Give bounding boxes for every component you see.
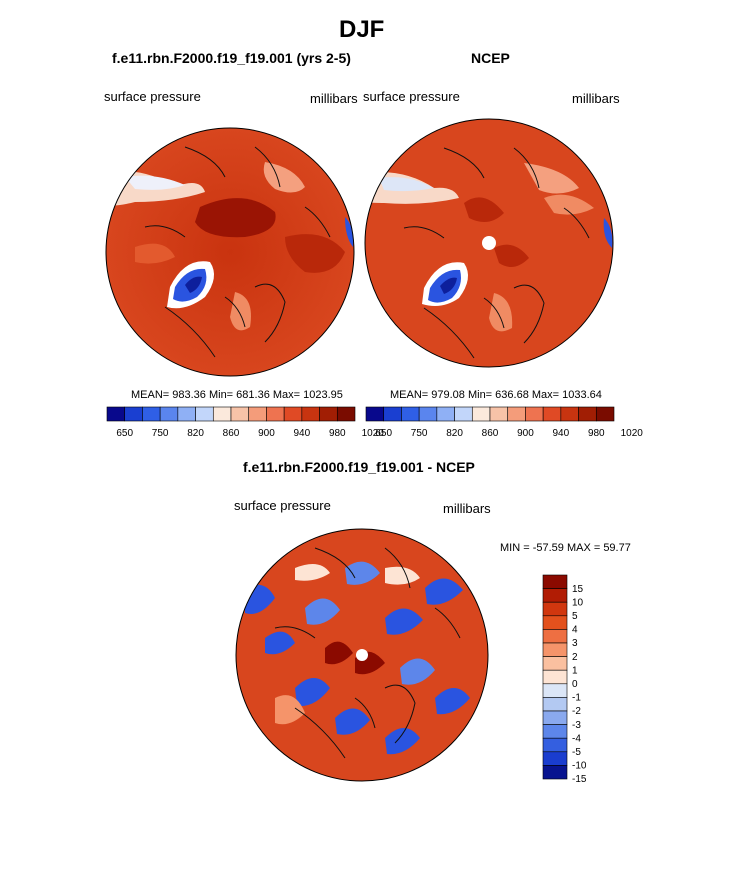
panel-2-colorbar: 650 750 820 860 900 940 980 1020 <box>365 406 643 442</box>
colorbar-swatch <box>177 406 196 422</box>
colorbar-tick-label: -2 <box>572 706 581 717</box>
colorbar-swatch <box>365 406 385 422</box>
colorbar-swatch <box>542 765 568 780</box>
colorbar-swatch <box>542 588 568 603</box>
colorbar-swatch <box>542 737 568 753</box>
colorbar-tick-label: 650 <box>375 428 392 439</box>
panel-1-polar-map <box>105 127 355 377</box>
colorbar-tick-label: 10 <box>572 597 584 608</box>
colorbar-swatch <box>542 724 568 739</box>
colorbar-swatch <box>159 406 179 422</box>
colorbar-tick-label: 900 <box>517 428 534 439</box>
colorbar-swatch <box>542 751 568 766</box>
colorbar-swatch <box>195 406 214 422</box>
colorbar-tick-label: 940 <box>294 428 311 439</box>
colorbar-swatch <box>507 406 526 422</box>
panel-1-stats: MEAN= 983.36 Min= 681.36 Max= 1023.95 <box>131 389 343 401</box>
colorbar-swatch <box>542 669 568 685</box>
colorbar-swatch <box>542 629 568 644</box>
colorbar-tick-label: 1020 <box>362 428 385 439</box>
colorbar-tick-label: 3 <box>572 638 578 649</box>
colorbar-swatch <box>454 406 473 422</box>
colorbar-tick-label: 15 <box>572 584 584 595</box>
panel-2-polar-map <box>364 118 614 368</box>
colorbar-swatch <box>542 642 568 657</box>
colorbar-swatch <box>542 601 568 617</box>
panel-1-colorbar: 650 750 820 860 900 940 980 1020 <box>106 406 384 442</box>
colorbar-swatch <box>401 406 420 422</box>
colorbar-swatch <box>595 406 615 422</box>
colorbar-tick-label: 980 <box>329 428 346 439</box>
colorbar-tick-label: 4 <box>572 625 578 636</box>
panel-2-variable-label: surface pressure <box>363 89 460 104</box>
colorbar-swatch <box>418 406 438 422</box>
colorbar-tick-label: 980 <box>588 428 605 439</box>
panel-3-title: f.e11.rbn.F2000.f19_f19.001 - NCEP <box>243 459 475 475</box>
panel-3-units-label: millibars <box>443 501 491 516</box>
colorbar-tick-label: -4 <box>572 733 581 744</box>
colorbar-tick-label: 820 <box>446 428 463 439</box>
colorbar-tick-label: -1 <box>572 693 581 704</box>
colorbar-swatch <box>124 406 143 422</box>
colorbar-tick-label: 860 <box>223 428 240 439</box>
page-title: DJF <box>339 16 385 43</box>
colorbar-tick-label: 900 <box>258 428 275 439</box>
colorbar-tick-label: -5 <box>572 747 581 758</box>
colorbar-tick-label: 940 <box>553 428 570 439</box>
colorbar-tick-label: 1020 <box>621 428 644 439</box>
colorbar-swatch <box>212 406 232 422</box>
colorbar-swatch <box>542 656 568 671</box>
colorbar-swatch <box>542 615 568 630</box>
colorbar-tick-label: 2 <box>572 652 578 663</box>
panel-3-colorbar: 15 10 5 4 3 2 1 0 -1 -2 -3 -4 -5 -10 -15 <box>542 574 602 785</box>
colorbar-swatch <box>542 683 568 698</box>
colorbar-swatch <box>336 406 356 422</box>
colorbar-swatch <box>542 697 568 712</box>
colorbar-swatch <box>301 406 320 422</box>
colorbar-swatch <box>142 406 161 422</box>
colorbar-tick-label: -10 <box>572 761 587 772</box>
panel-2-units-label: millibars <box>572 91 620 106</box>
colorbar-swatch <box>283 406 303 422</box>
colorbar-tick-label: 0 <box>572 679 578 690</box>
panel-3-difference-map <box>235 528 489 782</box>
colorbar-tick-label: -3 <box>572 720 581 731</box>
colorbar-swatch <box>560 406 579 422</box>
colorbar-tick-label: -15 <box>572 774 587 785</box>
panel-2-title: NCEP <box>471 50 510 66</box>
colorbar-swatch <box>230 406 250 422</box>
panel-2-stats: MEAN= 979.08 Min= 636.68 Max= 1033.64 <box>390 389 602 401</box>
colorbar-tick-label: 750 <box>411 428 428 439</box>
colorbar-swatch <box>542 710 568 725</box>
colorbar-swatch <box>489 406 509 422</box>
colorbar-swatch <box>319 406 338 422</box>
colorbar-swatch <box>248 406 267 422</box>
colorbar-tick-label: 650 <box>116 428 133 439</box>
colorbar-swatch <box>471 406 491 422</box>
panel-1-units-label: millibars <box>310 91 358 106</box>
colorbar-tick-label: 750 <box>152 428 169 439</box>
colorbar-swatch <box>542 574 568 589</box>
colorbar-swatch <box>383 406 402 422</box>
panel-3-stats: MIN = -57.59 MAX = 59.77 <box>500 542 631 554</box>
colorbar-swatch <box>106 406 126 422</box>
colorbar-swatch <box>266 406 285 422</box>
colorbar-swatch <box>436 406 455 422</box>
colorbar-tick-label: 5 <box>572 611 578 622</box>
panel-1-variable-label: surface pressure <box>104 89 201 104</box>
colorbar-swatch <box>542 406 562 422</box>
colorbar-swatch <box>525 406 544 422</box>
colorbar-tick-label: 860 <box>482 428 499 439</box>
colorbar-tick-label: 820 <box>187 428 204 439</box>
panel-1-title: f.e11.rbn.F2000.f19_f19.001 (yrs 2-5) <box>112 50 351 66</box>
colorbar-tick-label: 1 <box>572 665 578 676</box>
colorbar-swatch <box>578 406 597 422</box>
panel-3-variable-label: surface pressure <box>234 498 331 513</box>
